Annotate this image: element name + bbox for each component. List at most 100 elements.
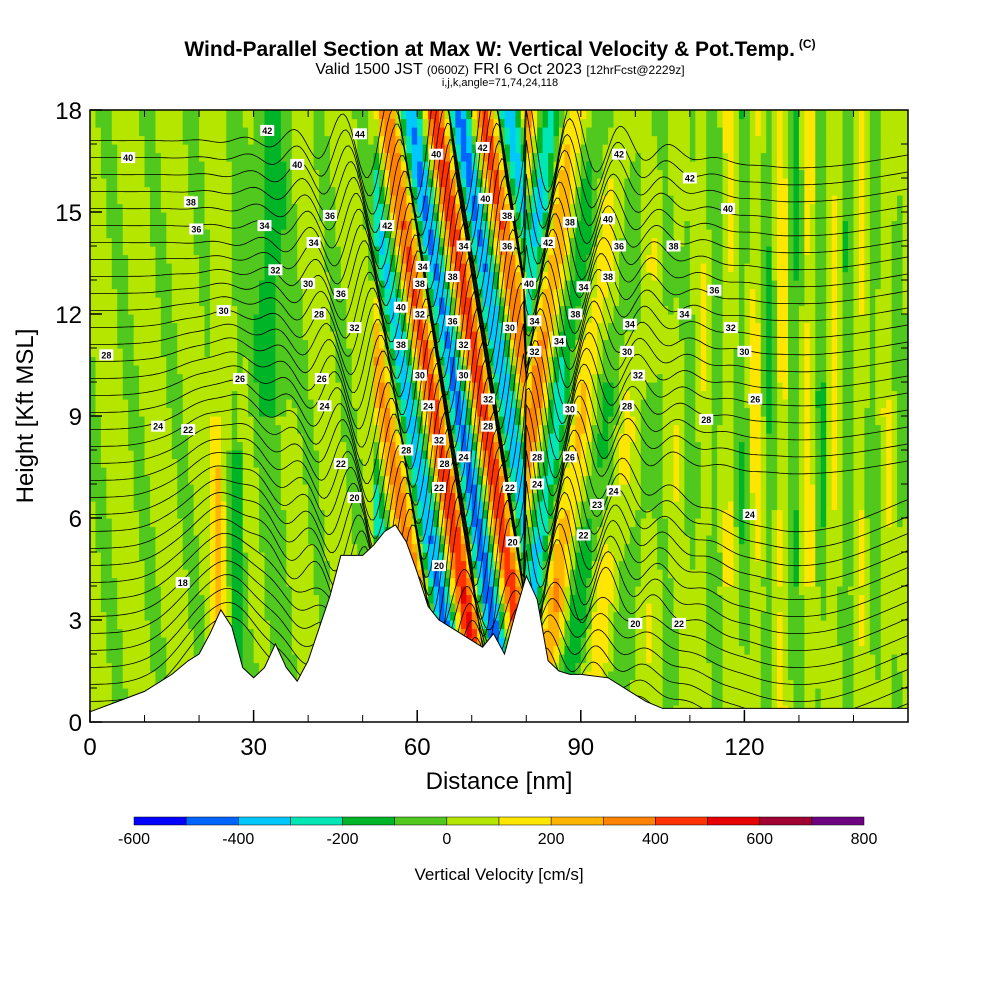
field-cell	[139, 492, 146, 502]
field-cell	[220, 186, 227, 196]
field-cell	[220, 110, 227, 120]
field-cell	[100, 356, 107, 366]
field-cell	[248, 509, 255, 519]
field-cell	[411, 543, 418, 553]
field-cell	[280, 305, 287, 315]
field-cell	[319, 594, 326, 604]
field-cell	[313, 501, 320, 511]
field-cell	[335, 390, 342, 400]
field-cell	[319, 416, 326, 426]
field-cell	[111, 569, 118, 579]
field-cell	[379, 390, 386, 400]
field-cell	[209, 254, 217, 264]
field-cell	[106, 586, 113, 596]
field-cell	[455, 161, 462, 171]
field-cell	[220, 518, 227, 528]
field-cell	[90, 237, 97, 247]
field-cell	[297, 526, 304, 536]
field-cell	[340, 382, 347, 392]
field-cell	[111, 518, 118, 528]
field-cell	[122, 246, 129, 256]
field-cell	[231, 195, 238, 205]
field-cell	[460, 135, 467, 145]
field-cell	[122, 603, 129, 613]
field-cell	[248, 492, 255, 502]
field-cell	[237, 127, 244, 137]
field-cell	[286, 280, 293, 290]
field-cell	[449, 484, 456, 494]
field-cell	[291, 314, 298, 324]
field-cell	[444, 305, 451, 315]
field-cell	[428, 169, 435, 179]
field-cell	[155, 314, 162, 324]
field-cell	[155, 645, 162, 655]
field-cell	[302, 118, 309, 128]
field-cell	[160, 611, 167, 621]
field-cell	[259, 305, 266, 315]
field-cell	[237, 501, 244, 511]
field-cell	[149, 407, 157, 417]
field-cell	[319, 280, 326, 290]
field-cell	[373, 458, 380, 468]
field-cell	[237, 560, 244, 570]
field-cell	[90, 373, 97, 383]
field-cell	[171, 526, 178, 536]
field-cell	[100, 382, 107, 392]
field-cell	[389, 416, 396, 426]
field-cell	[139, 280, 146, 290]
field-cell	[379, 458, 386, 468]
field-cell	[335, 212, 342, 222]
field-cell	[335, 305, 342, 315]
field-cell	[329, 305, 336, 315]
field-cell	[199, 195, 206, 205]
field-cell	[95, 671, 102, 681]
field-cell	[319, 237, 326, 247]
field-cell	[346, 441, 353, 451]
field-cell	[280, 450, 287, 460]
field-cell	[444, 297, 451, 307]
field-cell	[259, 526, 266, 536]
field-cell	[264, 237, 271, 247]
field-cell	[144, 280, 151, 290]
field-cell	[428, 203, 435, 213]
field-cell	[226, 161, 233, 171]
field-cell	[149, 339, 157, 349]
field-cell	[122, 501, 129, 511]
field-cell	[444, 186, 451, 196]
field-cell	[449, 348, 456, 358]
field-cell	[117, 628, 124, 638]
field-cell	[139, 577, 146, 587]
field-cell	[439, 441, 446, 451]
field-cell	[209, 543, 217, 553]
field-cell	[439, 280, 446, 290]
field-cell	[160, 382, 167, 392]
field-cell	[182, 178, 189, 188]
field-cell	[286, 161, 293, 171]
field-cell	[133, 169, 140, 179]
field-cell	[280, 390, 287, 400]
field-cell	[253, 501, 260, 511]
field-cell	[460, 543, 467, 553]
field-cell	[242, 271, 249, 281]
field-cell	[237, 586, 244, 596]
field-cell	[193, 603, 200, 613]
field-cell	[215, 475, 222, 485]
field-cell	[177, 127, 184, 137]
field-cell	[111, 314, 118, 324]
field-cell	[231, 518, 238, 528]
field-cell	[291, 271, 298, 281]
field-cell	[248, 535, 255, 545]
field-cell	[340, 127, 347, 137]
field-cell	[428, 603, 435, 613]
field-cell	[264, 212, 271, 222]
field-cell	[188, 271, 195, 281]
field-cell	[264, 152, 271, 162]
field-cell	[188, 314, 195, 324]
field-cell	[275, 492, 282, 502]
field-cell	[231, 356, 238, 366]
field-cell	[379, 186, 386, 196]
field-cell	[204, 450, 211, 460]
field-cell	[291, 118, 298, 128]
field-cell	[313, 586, 320, 596]
field-cell	[149, 220, 157, 230]
